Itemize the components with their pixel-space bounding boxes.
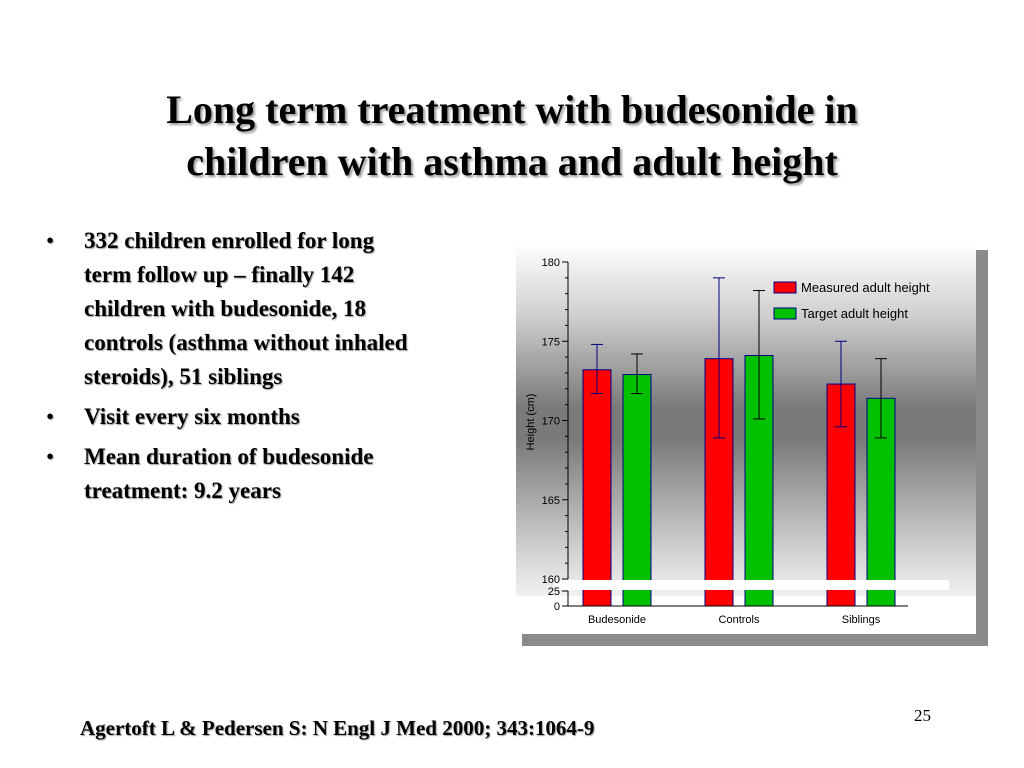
citation: Agertoft L & Pedersen S: N Engl J Med 20…: [80, 716, 595, 740]
bullet-list: • 332 children enrolled for long term fo…: [44, 224, 424, 514]
bullet-marker: •: [46, 404, 55, 429]
slide-title-line-2: children with asthma and adult height: [186, 139, 838, 184]
legend-label: Target adult height: [801, 306, 908, 321]
y-axis-label: Height (cm): [525, 394, 537, 451]
axis-break: [554, 580, 949, 590]
y-tick-label: 170: [542, 416, 560, 428]
legend-swatch: [773, 307, 797, 320]
bullet-marker: •: [46, 444, 55, 469]
y-tick-label: 165: [542, 495, 560, 507]
bullet-marker: •: [46, 228, 55, 253]
bullet-text: 332 children enrolled for long term foll…: [84, 228, 408, 389]
slide-title: Long term treatment with budesonide in c…: [60, 84, 964, 188]
y-tick-label: 180: [542, 257, 560, 269]
bullet-item: • Visit every six months: [44, 400, 424, 434]
y-lower-tick-label: 25: [548, 586, 560, 598]
y-tick-label: 175: [542, 336, 560, 348]
legend-swatch: [773, 281, 797, 294]
x-tick-label: Siblings: [842, 614, 881, 626]
bullet-item: • Mean duration of budesonide treatment:…: [44, 440, 424, 508]
y-tick-label: 160: [542, 574, 560, 586]
bar-chart: 160 165 170 175 180 0 25 Height (cm) Budesonide C…: [525, 257, 949, 626]
bullet-text: Visit every six months: [84, 404, 300, 429]
legend-label: Measured adult height: [801, 280, 930, 295]
bar: [582, 369, 612, 607]
bullet-text: Mean duration of budesonide treatment: 9…: [84, 444, 374, 503]
x-tick-label: Controls: [719, 614, 760, 626]
y-lower-tick-label: 0: [554, 601, 560, 613]
page-number: 25: [914, 706, 931, 725]
chart-panel: 160 165 170 175 180 0 25 Height (cm) Budesonide C…: [516, 244, 988, 646]
x-tick-label: Budesonide: [588, 614, 646, 626]
bullet-item: • 332 children enrolled for long term fo…: [44, 224, 424, 394]
bar: [622, 374, 652, 607]
slide-title-line-1: Long term treatment with budesonide in: [166, 87, 858, 132]
